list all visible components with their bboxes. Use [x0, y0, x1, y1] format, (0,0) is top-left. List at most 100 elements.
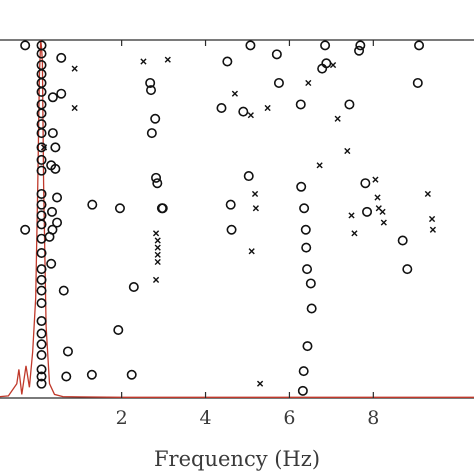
marker-layer: [20, 40, 436, 396]
circle-marker: [150, 113, 161, 124]
circle-marker: [20, 224, 31, 235]
x-marker: [140, 58, 147, 65]
circle-marker: [58, 285, 69, 296]
circle-marker: [302, 341, 313, 352]
x-axis-title: Frequency (Hz): [154, 447, 320, 471]
circle-marker: [36, 60, 47, 71]
circle-marker: [397, 235, 408, 246]
circle-marker: [301, 242, 312, 253]
x-marker: [428, 215, 436, 223]
circle-marker: [36, 274, 47, 285]
circle-marker: [146, 128, 157, 139]
circle-marker: [50, 142, 61, 153]
circle-marker: [56, 88, 67, 99]
circle-marker: [36, 378, 47, 389]
circle-marker: [296, 181, 307, 192]
x-marker: [256, 380, 264, 387]
x-marker: [71, 104, 78, 112]
circle-marker: [36, 199, 47, 210]
circle-marker: [412, 77, 423, 88]
circle-marker: [36, 298, 47, 309]
circle-marker: [271, 49, 282, 60]
x-marker: [329, 61, 337, 69]
x-marker: [252, 205, 259, 212]
x-marker: [152, 230, 160, 237]
x-marker: [348, 212, 355, 219]
circle-marker: [87, 199, 98, 210]
circle-marker: [36, 142, 47, 153]
circle-marker: [62, 346, 73, 357]
circle-marker: [414, 40, 425, 51]
circle-marker: [354, 45, 365, 56]
tick-layer: 2 4 6 8: [116, 40, 379, 429]
circle-marker: [402, 264, 413, 275]
circle-marker: [344, 99, 355, 110]
circle-marker: [146, 85, 157, 96]
circle-marker: [36, 188, 47, 199]
x-marker: [344, 147, 351, 155]
x-marker: [316, 162, 323, 169]
x-marker: [374, 194, 381, 201]
x-marker: [264, 104, 271, 112]
circle-marker: [46, 258, 57, 269]
circle-marker: [36, 165, 47, 176]
circle-marker: [47, 206, 58, 217]
circle-marker: [114, 203, 125, 214]
x-marker: [429, 226, 436, 233]
x-marker: [154, 244, 161, 251]
circle-marker: [36, 285, 47, 296]
x-marker: [379, 208, 386, 215]
circle-marker: [36, 264, 47, 275]
circle-marker: [299, 203, 310, 214]
circle-marker: [36, 128, 47, 139]
circle-marker: [36, 248, 47, 259]
circle-marker: [297, 385, 308, 396]
circle-marker: [362, 206, 373, 217]
circle-marker: [47, 92, 58, 103]
circle-marker: [46, 160, 57, 171]
circle-marker: [36, 48, 47, 59]
circle-marker: [36, 86, 47, 97]
circle-marker: [305, 278, 316, 289]
circle-marker: [273, 77, 284, 88]
x-marker: [154, 237, 161, 244]
circle-marker: [222, 56, 233, 67]
circle-marker: [36, 364, 47, 375]
circle-marker: [36, 154, 47, 165]
circle-marker: [306, 303, 317, 314]
circle-marker: [126, 369, 137, 380]
circle-marker: [151, 172, 162, 183]
circle-marker: [243, 171, 254, 182]
x-marker: [424, 190, 431, 198]
circle-marker: [295, 99, 306, 110]
circle-marker: [245, 40, 256, 51]
circle-marker: [113, 324, 124, 335]
x-marker: [40, 144, 48, 151]
x-tick-label: 4: [199, 407, 211, 429]
x-marker: [305, 79, 312, 87]
x-marker: [380, 219, 387, 226]
plot-frame: [0, 39, 474, 399]
x-marker: [152, 276, 160, 283]
x-marker: [71, 65, 78, 72]
circle-marker: [36, 77, 47, 88]
circle-marker: [128, 282, 139, 293]
circle-marker: [47, 224, 58, 235]
circle-marker: [56, 52, 67, 63]
circle-marker: [216, 103, 227, 114]
x-marker: [372, 176, 379, 183]
circle-marker: [302, 264, 313, 275]
circle-marker: [360, 178, 371, 189]
circle-marker: [298, 366, 309, 377]
spectrum-layer: [0, 39, 474, 398]
circle-marker: [52, 217, 63, 228]
x-marker: [334, 115, 341, 122]
x-marker: [248, 248, 255, 255]
x-tick-label: 8: [367, 407, 379, 429]
circle-marker: [36, 371, 47, 382]
circle-marker: [238, 106, 249, 117]
x-marker: [164, 56, 171, 63]
x-marker: [154, 251, 161, 258]
circle-marker: [36, 339, 47, 350]
